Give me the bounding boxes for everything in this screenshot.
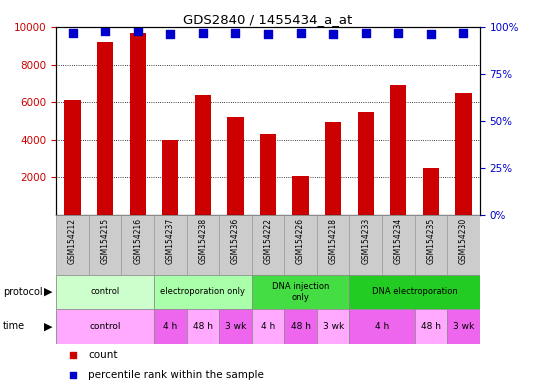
Text: GSM154212: GSM154212 bbox=[68, 218, 77, 264]
Text: GSM154216: GSM154216 bbox=[133, 218, 142, 264]
Text: GSM154235: GSM154235 bbox=[426, 218, 435, 264]
Bar bbox=[219, 215, 252, 275]
Bar bbox=[382, 215, 414, 275]
Text: GSM154234: GSM154234 bbox=[394, 218, 403, 264]
Text: 48 h: 48 h bbox=[421, 322, 441, 331]
Text: percentile rank within the sample: percentile rank within the sample bbox=[88, 370, 264, 380]
Text: control: control bbox=[91, 287, 120, 296]
Bar bbox=[447, 215, 480, 275]
Bar bbox=[154, 275, 252, 309]
Bar bbox=[293, 175, 309, 215]
Bar bbox=[252, 309, 284, 344]
Bar bbox=[56, 275, 154, 309]
Bar bbox=[89, 215, 122, 275]
Text: time: time bbox=[3, 321, 25, 331]
Text: GDS2840 / 1455434_a_at: GDS2840 / 1455434_a_at bbox=[183, 13, 353, 26]
Text: protocol: protocol bbox=[3, 287, 42, 297]
Text: 4 h: 4 h bbox=[163, 322, 177, 331]
Text: 3 wk: 3 wk bbox=[225, 322, 246, 331]
Text: electroporation only: electroporation only bbox=[160, 287, 245, 296]
Text: GSM154226: GSM154226 bbox=[296, 218, 305, 264]
Point bbox=[329, 31, 338, 38]
Bar bbox=[195, 94, 211, 215]
Bar bbox=[130, 33, 146, 215]
Bar bbox=[227, 117, 243, 215]
Point bbox=[361, 30, 370, 36]
Point bbox=[166, 31, 175, 38]
Point bbox=[101, 28, 109, 34]
Bar bbox=[154, 215, 187, 275]
Point bbox=[427, 31, 435, 38]
Point bbox=[69, 372, 78, 378]
Bar bbox=[284, 309, 317, 344]
Bar bbox=[64, 100, 81, 215]
Text: 4 h: 4 h bbox=[261, 322, 275, 331]
Text: GSM154233: GSM154233 bbox=[361, 218, 370, 264]
Bar bbox=[349, 309, 414, 344]
Text: 48 h: 48 h bbox=[291, 322, 310, 331]
Point bbox=[133, 28, 142, 34]
Bar bbox=[219, 309, 252, 344]
Bar bbox=[187, 215, 219, 275]
Bar bbox=[390, 85, 406, 215]
Bar bbox=[252, 215, 284, 275]
Bar bbox=[317, 215, 349, 275]
Bar bbox=[414, 215, 447, 275]
Bar bbox=[97, 42, 113, 215]
Bar bbox=[414, 309, 447, 344]
Bar bbox=[358, 112, 374, 215]
Text: GSM154230: GSM154230 bbox=[459, 218, 468, 264]
Text: 3 wk: 3 wk bbox=[453, 322, 474, 331]
Bar bbox=[252, 275, 349, 309]
Text: 48 h: 48 h bbox=[193, 322, 213, 331]
Bar bbox=[423, 168, 439, 215]
Point bbox=[459, 30, 468, 36]
Text: 4 h: 4 h bbox=[375, 322, 389, 331]
Bar bbox=[122, 215, 154, 275]
Bar bbox=[154, 309, 187, 344]
Point bbox=[69, 352, 78, 358]
Text: GSM154222: GSM154222 bbox=[264, 218, 272, 264]
Text: control: control bbox=[90, 322, 121, 331]
Bar bbox=[349, 275, 480, 309]
Bar bbox=[455, 93, 472, 215]
Text: ▶: ▶ bbox=[44, 321, 53, 331]
Bar bbox=[56, 215, 89, 275]
Bar bbox=[349, 215, 382, 275]
Point bbox=[264, 31, 272, 38]
Text: GSM154218: GSM154218 bbox=[329, 218, 338, 264]
Bar bbox=[317, 309, 349, 344]
Point bbox=[231, 30, 240, 36]
Text: GSM154215: GSM154215 bbox=[101, 218, 110, 264]
Text: 3 wk: 3 wk bbox=[323, 322, 344, 331]
Point bbox=[198, 30, 207, 36]
Bar bbox=[56, 309, 154, 344]
Text: count: count bbox=[88, 350, 117, 360]
Text: DNA injection
only: DNA injection only bbox=[272, 282, 329, 301]
Bar bbox=[162, 140, 178, 215]
Point bbox=[296, 30, 305, 36]
Point bbox=[394, 30, 403, 36]
Point bbox=[68, 30, 77, 36]
Text: ▶: ▶ bbox=[44, 287, 53, 297]
Text: GSM154238: GSM154238 bbox=[198, 218, 207, 264]
Bar bbox=[260, 134, 276, 215]
Bar bbox=[447, 309, 480, 344]
Bar bbox=[284, 215, 317, 275]
Text: GSM154237: GSM154237 bbox=[166, 218, 175, 264]
Text: DNA electroporation: DNA electroporation bbox=[371, 287, 457, 296]
Text: GSM154236: GSM154236 bbox=[231, 218, 240, 264]
Bar bbox=[187, 309, 219, 344]
Bar bbox=[325, 122, 341, 215]
